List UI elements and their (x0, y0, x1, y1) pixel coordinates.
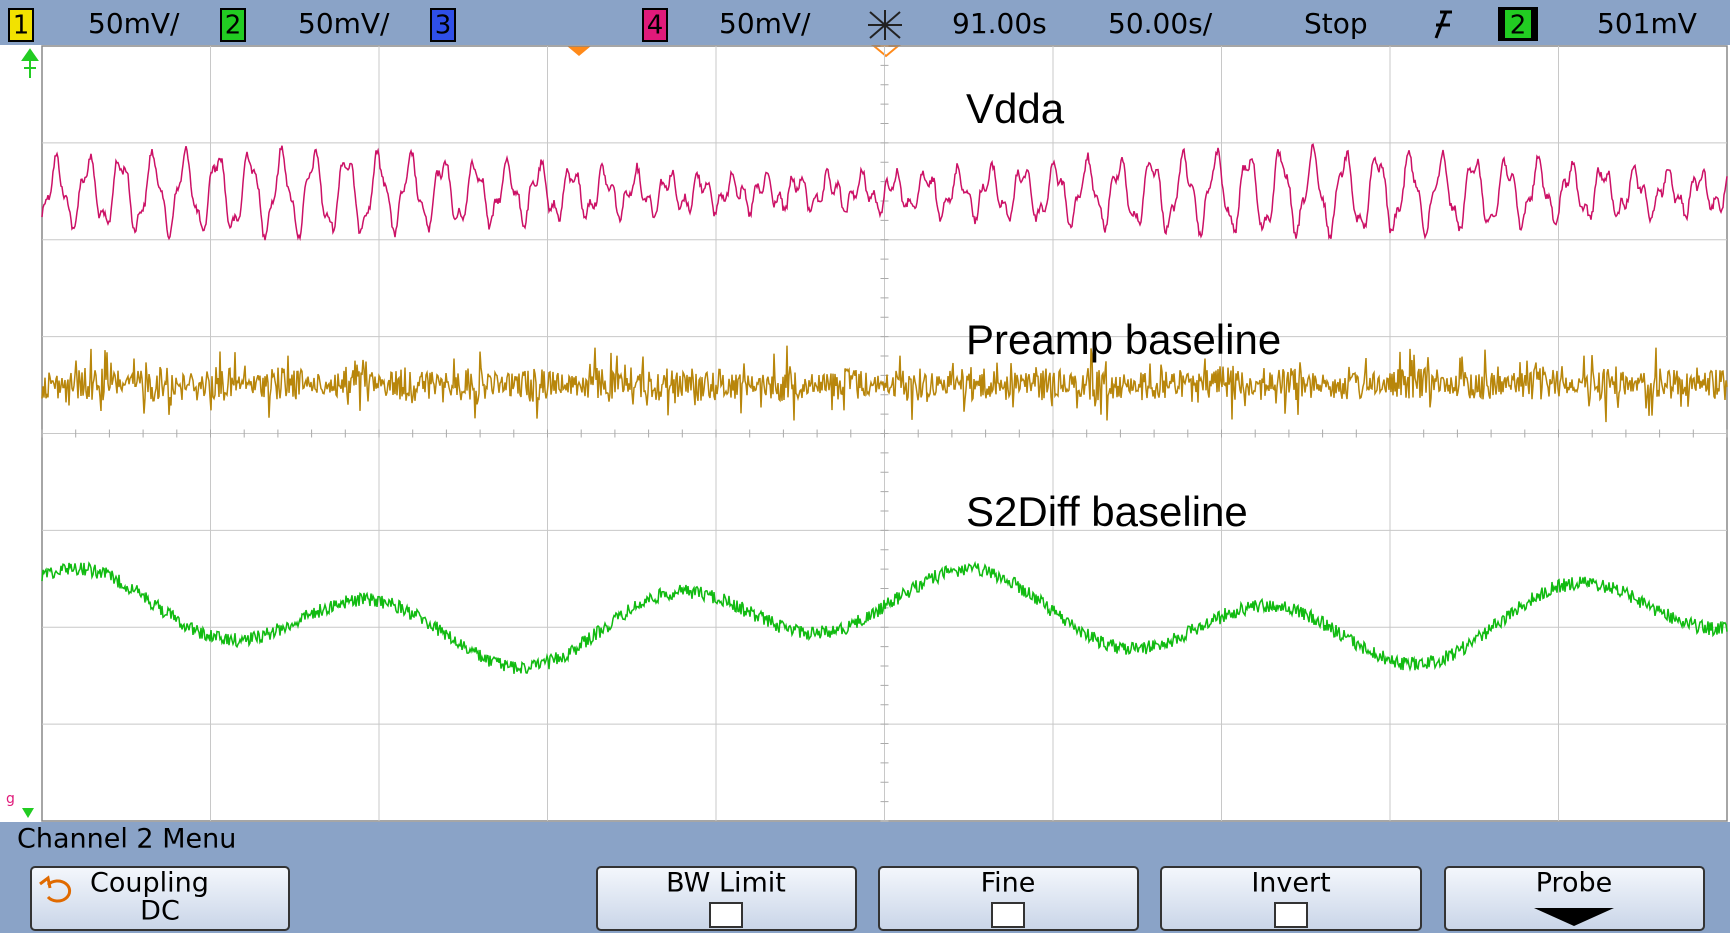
fine-button[interactable]: Fine (879, 867, 1138, 930)
trace-label: Vdda (966, 85, 1065, 132)
checkbox[interactable] (710, 903, 742, 927)
button-label: Probe (1536, 868, 1613, 899)
channel-1-number: 1 (13, 11, 30, 41)
channel-3-number: 3 (435, 11, 452, 41)
checkbox[interactable] (992, 903, 1024, 927)
button-value: DC (140, 896, 180, 927)
channel-4-number: 4 (647, 11, 664, 41)
channel-1-scale: 50mV/ (88, 7, 180, 40)
run-state: Stop (1304, 7, 1368, 40)
channel-4-scale: 50mV/ (719, 7, 811, 40)
channel-2-number: 2 (225, 11, 242, 41)
button-label: Fine (981, 868, 1036, 899)
timebase: 50.00s/ (1108, 7, 1213, 40)
checkbox[interactable] (1275, 903, 1307, 927)
invert-button[interactable]: Invert (1161, 867, 1421, 930)
button-label: BW Limit (666, 868, 786, 899)
trigger-level: 501mV (1597, 7, 1697, 40)
trigger-source: 2 (1510, 11, 1527, 41)
button-label: Coupling (90, 868, 209, 899)
button-label: Invert (1251, 868, 1330, 899)
coupling-button[interactable]: Coupling DC (31, 867, 289, 930)
status-bar (0, 0, 1730, 45)
oscilloscope-screen: 1 50mV/ 2 50mV/ 3 4 50mV/ 91.00s 50.00s/… (0, 0, 1730, 933)
delay: 91.00s (952, 7, 1047, 40)
acquire-icon (868, 10, 902, 40)
ground-marker: g (6, 791, 15, 807)
background (0, 0, 1730, 933)
probe-button[interactable]: Probe (1445, 867, 1704, 930)
channel-2-scale: 50mV/ (298, 7, 390, 40)
trace-label: S2Diff baseline (966, 488, 1248, 535)
menu-title: Channel 2 Menu (17, 824, 236, 855)
trace-label: Preamp baseline (966, 316, 1281, 363)
bw-limit-button[interactable]: BW Limit (597, 867, 856, 930)
